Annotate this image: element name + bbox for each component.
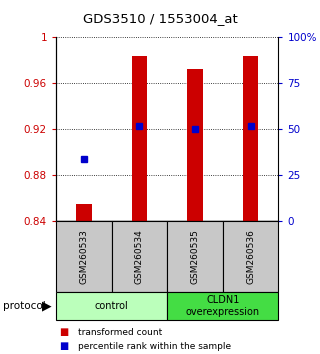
Bar — [112, 221, 167, 292]
Text: transformed count: transformed count — [78, 327, 163, 337]
Text: ■: ■ — [59, 341, 68, 351]
Text: GSM260535: GSM260535 — [190, 229, 199, 284]
Text: CLDN1
overexpression: CLDN1 overexpression — [186, 295, 260, 317]
Bar — [167, 292, 278, 320]
Bar — [56, 221, 112, 292]
Bar — [243, 56, 258, 221]
Bar — [223, 221, 278, 292]
Bar — [76, 204, 92, 221]
Text: percentile rank within the sample: percentile rank within the sample — [78, 342, 232, 351]
Text: GDS3510 / 1553004_at: GDS3510 / 1553004_at — [83, 12, 237, 25]
Text: ▶: ▶ — [42, 300, 51, 313]
Text: protocol: protocol — [3, 301, 46, 311]
Bar — [56, 292, 167, 320]
Text: GSM260534: GSM260534 — [135, 229, 144, 284]
Text: ■: ■ — [59, 327, 68, 337]
Text: GSM260536: GSM260536 — [246, 229, 255, 284]
Bar — [167, 221, 223, 292]
Bar — [187, 69, 203, 221]
Text: GSM260533: GSM260533 — [79, 229, 88, 284]
Text: control: control — [95, 301, 128, 311]
Bar — [132, 56, 147, 221]
